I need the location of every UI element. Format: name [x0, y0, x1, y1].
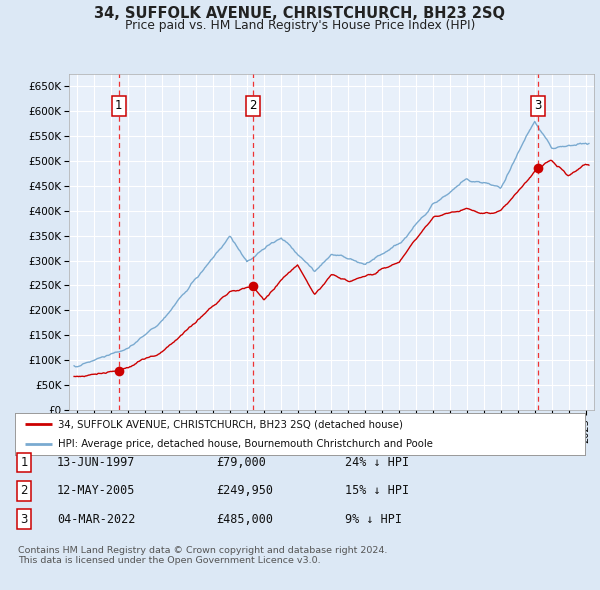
Text: 2: 2: [249, 99, 257, 112]
Text: Price paid vs. HM Land Registry's House Price Index (HPI): Price paid vs. HM Land Registry's House …: [125, 19, 475, 32]
Text: This data is licensed under the Open Government Licence v3.0.: This data is licensed under the Open Gov…: [18, 556, 320, 565]
Text: 3: 3: [20, 513, 28, 526]
Text: 12-MAY-2005: 12-MAY-2005: [57, 484, 136, 497]
Text: Contains HM Land Registry data © Crown copyright and database right 2024.: Contains HM Land Registry data © Crown c…: [18, 546, 388, 555]
Text: 1: 1: [20, 456, 28, 469]
Text: 9% ↓ HPI: 9% ↓ HPI: [345, 513, 402, 526]
Text: HPI: Average price, detached house, Bournemouth Christchurch and Poole: HPI: Average price, detached house, Bour…: [58, 440, 433, 450]
Text: £485,000: £485,000: [216, 513, 273, 526]
Text: 15% ↓ HPI: 15% ↓ HPI: [345, 484, 409, 497]
Text: 04-MAR-2022: 04-MAR-2022: [57, 513, 136, 526]
Text: 1: 1: [115, 99, 122, 112]
Text: 24% ↓ HPI: 24% ↓ HPI: [345, 456, 409, 469]
Text: £79,000: £79,000: [216, 456, 266, 469]
Text: £249,950: £249,950: [216, 484, 273, 497]
Text: 34, SUFFOLK AVENUE, CHRISTCHURCH, BH23 2SQ: 34, SUFFOLK AVENUE, CHRISTCHURCH, BH23 2…: [95, 6, 505, 21]
Text: 3: 3: [534, 99, 541, 112]
Text: 34, SUFFOLK AVENUE, CHRISTCHURCH, BH23 2SQ (detached house): 34, SUFFOLK AVENUE, CHRISTCHURCH, BH23 2…: [58, 419, 403, 429]
Text: 13-JUN-1997: 13-JUN-1997: [57, 456, 136, 469]
Text: 2: 2: [20, 484, 28, 497]
